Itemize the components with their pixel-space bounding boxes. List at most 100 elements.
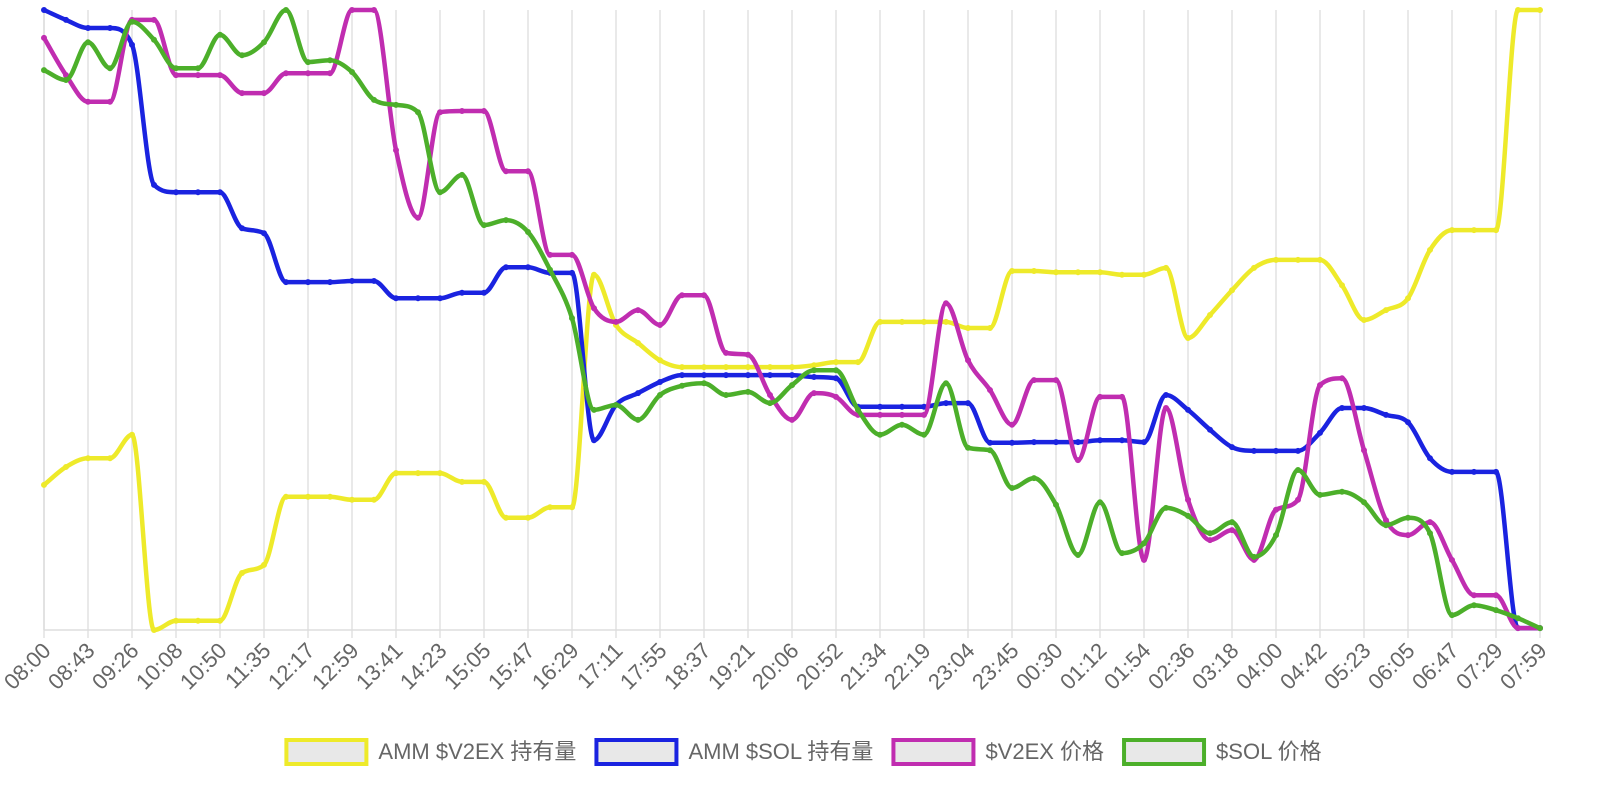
point bbox=[921, 411, 927, 418]
point bbox=[833, 393, 839, 400]
point bbox=[1427, 455, 1433, 462]
point bbox=[943, 300, 949, 307]
point bbox=[1075, 457, 1081, 464]
point bbox=[371, 7, 377, 13]
point bbox=[833, 375, 839, 382]
point bbox=[547, 266, 553, 273]
point bbox=[481, 222, 487, 229]
point bbox=[217, 31, 223, 38]
point bbox=[1405, 532, 1411, 539]
point bbox=[701, 372, 707, 379]
point bbox=[855, 359, 861, 366]
point bbox=[393, 101, 399, 108]
point bbox=[1361, 447, 1367, 454]
point bbox=[1361, 317, 1367, 323]
point bbox=[1251, 447, 1257, 454]
point bbox=[217, 617, 223, 624]
point bbox=[899, 403, 905, 410]
point bbox=[547, 504, 553, 511]
x-tick-label: 20:06 bbox=[747, 638, 804, 695]
point bbox=[987, 387, 993, 394]
point bbox=[987, 325, 993, 332]
point bbox=[767, 364, 773, 371]
point bbox=[129, 431, 135, 438]
point bbox=[679, 292, 685, 299]
x-tick-label: 15:47 bbox=[483, 638, 540, 695]
point bbox=[877, 318, 883, 325]
point bbox=[811, 367, 817, 374]
point bbox=[1053, 377, 1059, 384]
legend-label: $SOL 价格 bbox=[1216, 739, 1322, 764]
point bbox=[1383, 522, 1389, 529]
point bbox=[679, 382, 685, 389]
point bbox=[1537, 7, 1543, 13]
point bbox=[1317, 491, 1323, 498]
point bbox=[877, 411, 883, 418]
point bbox=[723, 392, 729, 399]
point bbox=[1427, 530, 1433, 537]
point bbox=[855, 406, 861, 413]
point bbox=[1339, 375, 1345, 382]
point bbox=[1119, 550, 1125, 557]
point bbox=[1141, 439, 1147, 446]
point bbox=[1185, 334, 1191, 341]
x-tick-label: 04:00 bbox=[1231, 638, 1288, 695]
point bbox=[987, 447, 993, 454]
legend-label: $V2EX 价格 bbox=[985, 739, 1104, 764]
point bbox=[1053, 269, 1059, 276]
x-tick-label: 21:34 bbox=[835, 638, 892, 695]
point bbox=[63, 16, 69, 23]
x-tick-label: 03:18 bbox=[1187, 638, 1244, 695]
x-tick-label: 06:05 bbox=[1363, 638, 1420, 695]
point bbox=[657, 392, 663, 399]
point bbox=[789, 372, 795, 379]
point bbox=[569, 504, 575, 511]
point bbox=[85, 455, 91, 462]
point bbox=[1361, 499, 1367, 506]
point bbox=[1119, 437, 1125, 444]
point bbox=[1185, 512, 1191, 519]
point bbox=[1339, 405, 1345, 412]
point bbox=[1493, 607, 1499, 614]
point bbox=[943, 318, 949, 325]
point bbox=[63, 463, 69, 470]
point bbox=[305, 70, 311, 77]
point bbox=[965, 357, 971, 364]
point bbox=[151, 16, 157, 23]
point bbox=[173, 189, 179, 196]
point bbox=[261, 230, 267, 237]
point bbox=[1031, 439, 1037, 446]
x-tick-label: 10:50 bbox=[175, 638, 232, 695]
point bbox=[305, 59, 311, 66]
point bbox=[1273, 532, 1279, 539]
x-tick-label: 16:29 bbox=[527, 638, 584, 695]
x-tick-label: 14:23 bbox=[395, 638, 452, 695]
point bbox=[1449, 612, 1455, 619]
point bbox=[525, 514, 531, 521]
point bbox=[987, 439, 993, 446]
point bbox=[371, 277, 377, 284]
x-tick-label: 23:04 bbox=[923, 638, 980, 695]
point bbox=[1075, 551, 1081, 558]
point bbox=[217, 189, 223, 196]
point bbox=[41, 34, 47, 41]
point bbox=[1229, 287, 1235, 294]
point bbox=[1185, 496, 1191, 503]
point bbox=[481, 478, 487, 485]
point bbox=[745, 364, 751, 371]
point bbox=[195, 65, 201, 72]
x-tick-label: 12:59 bbox=[307, 638, 364, 695]
point bbox=[657, 321, 663, 328]
point bbox=[547, 251, 553, 258]
point bbox=[877, 403, 883, 410]
point bbox=[811, 362, 817, 369]
point bbox=[85, 98, 91, 105]
point bbox=[1471, 592, 1477, 599]
point bbox=[305, 279, 311, 286]
point bbox=[745, 388, 751, 395]
x-tick-label: 11:35 bbox=[220, 638, 275, 693]
point bbox=[591, 437, 597, 444]
point bbox=[701, 364, 707, 371]
point bbox=[635, 416, 641, 423]
